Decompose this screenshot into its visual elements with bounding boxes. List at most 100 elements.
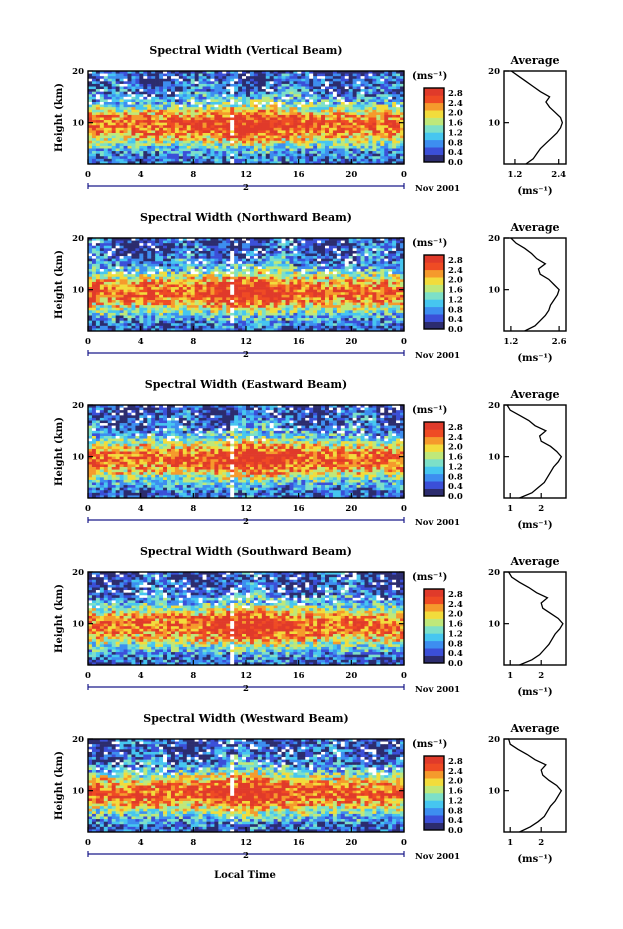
- heatmap-cell: [356, 76, 361, 80]
- heatmap-cell: [127, 258, 132, 262]
- heatmap-cell: [372, 104, 377, 108]
- heatmap-cell: [119, 112, 124, 116]
- heatmap-cell: [372, 256, 377, 259]
- heatmap-cell: [214, 287, 219, 290]
- heatmap-cell: [218, 78, 223, 82]
- heatmap-cell: [91, 302, 97, 306]
- heatmap-cell: [305, 248, 310, 252]
- heatmap-cell: [380, 104, 385, 108]
- heatmap-cell: [301, 158, 306, 162]
- heatmap-cell: [206, 71, 211, 74]
- heatmap-cell: [249, 122, 255, 126]
- heatmap-cell: [392, 238, 397, 241]
- heatmap-cell: [194, 135, 199, 139]
- heatmap-cell: [273, 158, 278, 162]
- heatmap-cell: [297, 96, 302, 100]
- heatmap-cell: [139, 112, 144, 116]
- heatmap-cell: [230, 271, 235, 275]
- heatmap-cell: [321, 238, 326, 241]
- heatmap-cell: [281, 86, 286, 90]
- heatmap-cell: [167, 140, 172, 144]
- heatmap-cell: [348, 143, 353, 147]
- heatmap-cell: [289, 135, 294, 139]
- heatmap-cell: [174, 109, 180, 113]
- heatmap-cell: [384, 109, 389, 113]
- heatmap-cell: [376, 83, 381, 87]
- heatmap-cell: [99, 248, 105, 252]
- heatmap-cell: [356, 292, 361, 296]
- heatmap-cell: [222, 127, 227, 131]
- heatmap-cell: [352, 140, 357, 144]
- heatmap-cell: [396, 297, 401, 301]
- heatmap-cell: [321, 91, 326, 95]
- heatmap-cell: [155, 133, 160, 136]
- heatmap-cell: [246, 120, 251, 123]
- heatmap-cell: [123, 156, 128, 160]
- heatmap-cell: [226, 130, 231, 134]
- heatmap-cell: [238, 83, 243, 87]
- heatmap-cell: [388, 130, 393, 134]
- heatmap-cell: [388, 133, 393, 136]
- heatmap-cell: [380, 109, 385, 113]
- heatmap-cell: [107, 238, 112, 241]
- heatmap-cell: [249, 140, 255, 144]
- heatmap-cell: [170, 292, 176, 296]
- heatmap-cell: [151, 274, 156, 278]
- heatmap-cell: [325, 245, 330, 249]
- heatmap-cell: [309, 94, 314, 98]
- heatmap-cell: [281, 78, 286, 82]
- heatmap-cell: [178, 114, 184, 118]
- heatmap-cell: [159, 130, 164, 134]
- heatmap-cell: [218, 253, 223, 257]
- heatmap-cell: [159, 238, 164, 241]
- heatmap-cell: [313, 287, 318, 290]
- heatmap-cell: [265, 102, 270, 105]
- heatmap-cell: [249, 130, 255, 134]
- heatmap-cell: [257, 140, 263, 144]
- heatmap-cell: [214, 161, 219, 165]
- heatmap-cell: [186, 130, 191, 134]
- heatmap-cell: [352, 112, 357, 116]
- heatmap-cell: [313, 279, 318, 283]
- heatmap-cell: [182, 73, 188, 77]
- heatmap-cell: [396, 140, 401, 144]
- heatmap-cell: [190, 91, 195, 95]
- heatmap-cell: [392, 81, 397, 85]
- heatmap-cell: [198, 266, 203, 270]
- heatmap-cell: [111, 135, 116, 139]
- heatmap-cell: [143, 71, 148, 74]
- heatmap-cell: [344, 127, 349, 131]
- heatmap-cell: [214, 261, 219, 265]
- heatmap-cell: [218, 156, 223, 160]
- heatmap-cell: [356, 104, 361, 108]
- heatmap-cell: [380, 94, 385, 98]
- heatmap-cell: [348, 297, 353, 301]
- heatmap-cell: [313, 256, 318, 259]
- heatmap-cell: [344, 83, 349, 87]
- heatmap-cell: [186, 104, 191, 108]
- heatmap-cell: [214, 99, 219, 103]
- heatmap-cell: [360, 120, 365, 123]
- heatmap-cell: [139, 71, 144, 74]
- heatmap-cell: [194, 112, 199, 116]
- heatmap-cell: [376, 135, 381, 139]
- heatmap-cell: [297, 94, 302, 98]
- heatmap-cell: [348, 96, 353, 100]
- heatmap-cell: [198, 99, 203, 103]
- heatmap-cell: [95, 78, 101, 82]
- heatmap-cell: [368, 130, 373, 134]
- heatmap-cell: [194, 94, 199, 98]
- heatmap-cell: [301, 287, 306, 290]
- heatmap-cell: [277, 76, 282, 80]
- heatmap-cell: [293, 148, 298, 152]
- heatmap-cell: [139, 294, 144, 298]
- heatmap-cell: [368, 153, 373, 157]
- heatmap-cell: [190, 250, 195, 254]
- heatmap-cell: [368, 122, 373, 126]
- heatmap-cell: [167, 294, 172, 298]
- heatmap-cell: [88, 243, 93, 247]
- heatmap-cell: [103, 99, 109, 103]
- heatmap-cell: [123, 104, 128, 108]
- heatmap-cell: [285, 158, 290, 162]
- heatmap-cell: [123, 120, 128, 123]
